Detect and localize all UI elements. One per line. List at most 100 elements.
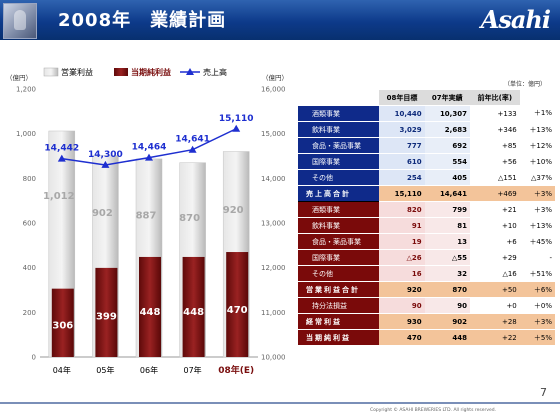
right-axis-unit: （億円） (262, 73, 288, 82)
diff-value: +6 (469, 233, 520, 250)
target-value: 10,440 (379, 105, 425, 122)
sales-point-label: 14,641 (175, 135, 210, 145)
left-axis-tick: 600 (23, 220, 36, 228)
bar-label-operating-profit: 902 (92, 208, 113, 219)
actual-value: 81 (424, 217, 470, 234)
row-label: 飲料事業 (298, 217, 380, 234)
left-axis-tick: 800 (23, 175, 36, 183)
bar-label-net-income: 470 (227, 305, 248, 316)
sales-point-marker (188, 145, 197, 153)
bar-label-net-income: 448 (183, 307, 204, 318)
rate-value: ＋51% (519, 265, 555, 282)
legend-swatch-operating-profit (43, 67, 59, 77)
diff-value: +133 (469, 105, 520, 122)
target-value: 920 (379, 281, 425, 298)
table-header-row: 08年目標 07年実績 前年比(率) (298, 90, 555, 106)
table-row: 当期純利益 470 448 +22 ＋5% (298, 329, 555, 346)
bar-net-income (182, 256, 205, 357)
left-axis-tick: 1,200 (16, 86, 36, 94)
rate-value: ＋3% (519, 201, 555, 218)
table-row: 酒類事業 820 799 +21 ＋3% (298, 201, 555, 218)
sales-point-marker (145, 153, 153, 161)
table-row: 国際事業 610 554 +56 ＋10% (298, 153, 555, 170)
row-label: その他 (298, 169, 380, 186)
target-value: 15,110 (379, 185, 425, 202)
performance-chart: 営業利益 当期純利益 売上高 （億円） （億円） 0 200 400 600 800 1,000 1,… (6, 67, 288, 376)
target-value: 930 (379, 313, 425, 330)
diff-value: △151 (469, 169, 520, 186)
row-label: 国際事業 (298, 153, 380, 170)
row-label: その他 (298, 265, 380, 282)
diff-value: +21 (469, 201, 520, 218)
target-value: 777 (379, 137, 425, 154)
right-axis-tick: 11,000 (261, 309, 286, 317)
table-row: 食品・薬品事業 19 13 +6 ＋45% (298, 233, 555, 250)
table-row: その他 16 32 △16 ＋51% (298, 265, 555, 282)
table-row: 営業利益合計 920 870 +50 ＋6% (298, 281, 555, 298)
asahi-logo: Asahi (480, 5, 551, 34)
row-label: 食品・薬品事業 (298, 137, 380, 154)
diff-value: +85 (469, 137, 520, 154)
rate-value: ＋13% (519, 217, 555, 234)
target-value: 610 (379, 153, 425, 170)
diff-value: +56 (469, 153, 520, 170)
target-value: 3,029 (379, 121, 425, 138)
x-axis-category: 07年 (184, 365, 202, 375)
actual-value: 13 (424, 233, 470, 250)
table-row: 売上高合計 15,110 14,641 +469 ＋3% (298, 185, 555, 202)
sales-point-marker (232, 124, 241, 132)
actual-value: 799 (424, 201, 470, 218)
diff-value: +50 (469, 281, 520, 298)
rate-value: ＋45% (519, 233, 555, 250)
actual-value: △55 (424, 249, 470, 266)
rate-value: ＋6% (519, 281, 555, 298)
rate-value: ＋5% (519, 329, 555, 346)
table-row: 飲料事業 91 81 +10 ＋13% (298, 217, 555, 234)
bar-label-operating-profit: 1,012 (43, 191, 75, 202)
actual-value: 554 (424, 153, 470, 170)
legend-label: 当期純利益 (131, 67, 171, 77)
rate-value: ＋3% (519, 313, 555, 330)
right-axis-tick: 14,000 (261, 175, 286, 183)
diff-value: △16 (469, 265, 520, 282)
row-label: 売上高合計 (298, 185, 380, 202)
actual-value: 32 (424, 265, 470, 282)
rate-value: - (519, 249, 555, 266)
diff-value: +28 (469, 313, 520, 330)
slide-title: 2008年 業績計画 (58, 10, 227, 31)
table-row: その他 254 405 △151 △37% (298, 169, 555, 186)
right-axis-tick: 15,000 (261, 130, 286, 138)
diff-value: +469 (469, 185, 520, 202)
page-number: 7 (540, 386, 547, 399)
table-unit-label: （単位：億円） (504, 81, 547, 88)
sales-point-label: 15,110 (219, 114, 254, 124)
row-label: 酒類事業 (298, 201, 380, 218)
x-axis-category: 08年(E) (218, 364, 254, 376)
actual-value: 14,641 (424, 185, 470, 202)
row-label: 国際事業 (298, 249, 380, 266)
table-row: 国際事業 △26 △55 +29- (298, 249, 555, 266)
x-axis-category: 04年 (53, 365, 71, 375)
actual-value: 902 (424, 313, 470, 330)
bar-label-operating-profit: 870 (179, 213, 200, 224)
legend-label: 営業利益 (61, 67, 93, 77)
target-value: 470 (379, 329, 425, 346)
bar-label-net-income: 306 (52, 320, 73, 331)
x-axis-category: 05年 (96, 365, 114, 375)
bar-label-net-income: 448 (140, 307, 161, 318)
actual-value: 448 (424, 329, 470, 346)
left-axis-tick: 400 (23, 264, 36, 272)
corner-emblem-icon (3, 3, 37, 39)
sales-point-marker (101, 160, 110, 168)
bar-label-net-income: 399 (96, 312, 117, 323)
rate-value: ＋12% (519, 137, 555, 154)
row-label: 当期純利益 (298, 329, 380, 346)
target-value: 16 (379, 265, 425, 282)
right-axis-tick: 10,000 (261, 354, 286, 362)
table-row: 経常利益 930 902 +28 ＋3% (298, 313, 555, 330)
table-row: 食品・薬品事業 777 692 +85 ＋12% (298, 137, 555, 154)
left-axis-tick: 0 (32, 354, 36, 362)
diff-value: +10 (469, 217, 520, 234)
diff-value: +29 (469, 249, 520, 266)
row-label: 経常利益 (298, 313, 380, 330)
